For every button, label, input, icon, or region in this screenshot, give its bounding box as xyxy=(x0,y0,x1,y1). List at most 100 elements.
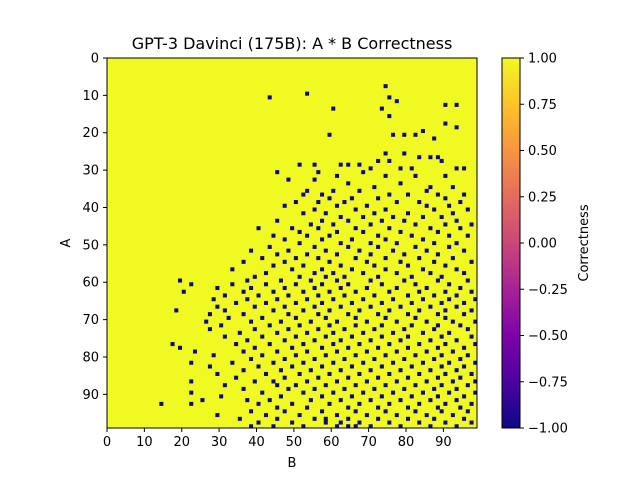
incorrect-cell xyxy=(331,106,336,111)
incorrect-cell xyxy=(435,155,440,160)
incorrect-cell xyxy=(349,334,354,339)
incorrect-cell xyxy=(215,413,220,418)
incorrect-cell xyxy=(383,267,388,272)
chart-title: GPT-3 Davinci (175B): A * B Correctness xyxy=(132,34,453,53)
incorrect-cell xyxy=(413,132,418,137)
incorrect-cell xyxy=(301,211,306,216)
incorrect-cell xyxy=(320,267,325,272)
incorrect-cell xyxy=(260,353,265,358)
incorrect-cell xyxy=(275,349,280,354)
incorrect-cell xyxy=(323,248,328,253)
incorrect-cell xyxy=(364,413,369,418)
incorrect-cell xyxy=(454,218,459,223)
incorrect-cell xyxy=(450,256,455,261)
incorrect-cell xyxy=(297,229,302,234)
incorrect-cell xyxy=(267,398,272,403)
y-axis-ticks: 0 10 20 30 40 50 60 70 80 90 xyxy=(82,52,107,403)
incorrect-cell xyxy=(413,383,418,388)
incorrect-cell xyxy=(320,300,325,305)
incorrect-cell xyxy=(402,327,407,332)
incorrect-cell xyxy=(439,158,444,163)
incorrect-cell xyxy=(473,297,478,302)
incorrect-cell xyxy=(394,271,399,276)
incorrect-cell xyxy=(443,102,448,107)
incorrect-cell xyxy=(458,200,463,205)
incorrect-cell xyxy=(428,271,433,276)
incorrect-cell xyxy=(450,319,455,324)
incorrect-cell xyxy=(447,233,452,238)
incorrect-cell xyxy=(267,95,272,100)
incorrect-cell xyxy=(234,375,239,380)
incorrect-cell xyxy=(376,375,381,380)
incorrect-cell xyxy=(346,312,351,317)
incorrect-cell xyxy=(424,188,429,193)
y-tick-label: 50 xyxy=(82,238,99,253)
incorrect-cell xyxy=(435,405,440,410)
incorrect-cell xyxy=(435,345,440,350)
incorrect-cell xyxy=(432,293,437,298)
incorrect-cell xyxy=(458,323,463,328)
incorrect-cell xyxy=(357,162,362,167)
incorrect-cell xyxy=(454,398,459,403)
incorrect-cell xyxy=(364,203,369,208)
incorrect-cell xyxy=(383,84,388,89)
incorrect-cell xyxy=(428,398,433,403)
incorrect-cell xyxy=(267,342,272,347)
incorrect-cell xyxy=(443,315,448,320)
incorrect-cell xyxy=(443,401,448,406)
incorrect-cell xyxy=(211,297,216,302)
incorrect-cell xyxy=(391,330,396,335)
incorrect-cell xyxy=(327,259,332,264)
incorrect-cell xyxy=(420,214,425,220)
incorrect-cell xyxy=(316,375,321,380)
incorrect-cell xyxy=(312,304,317,309)
incorrect-cell xyxy=(331,222,336,227)
incorrect-cell xyxy=(409,364,414,369)
incorrect-cell xyxy=(346,162,351,167)
incorrect-cell xyxy=(391,132,396,137)
incorrect-cell xyxy=(320,282,325,287)
incorrect-cell xyxy=(282,203,287,208)
incorrect-cell xyxy=(387,342,392,347)
incorrect-cell xyxy=(305,379,310,384)
incorrect-cell xyxy=(432,207,437,212)
incorrect-cell xyxy=(297,371,302,376)
incorrect-cell xyxy=(450,349,455,354)
colorbar-tick-label: 0.75 xyxy=(528,98,557,113)
incorrect-cell xyxy=(387,420,392,425)
incorrect-cell xyxy=(327,289,332,294)
incorrect-cell xyxy=(305,233,310,238)
x-tick-label: 60 xyxy=(323,435,340,450)
incorrect-cell xyxy=(462,364,467,369)
incorrect-cell xyxy=(379,300,384,305)
incorrect-cell xyxy=(387,289,392,294)
incorrect-cell xyxy=(391,214,396,220)
incorrect-cell xyxy=(391,360,396,365)
incorrect-cell xyxy=(353,424,358,429)
incorrect-cell xyxy=(372,386,377,391)
incorrect-cell xyxy=(338,338,343,343)
incorrect-cell xyxy=(275,330,280,335)
incorrect-cell xyxy=(249,319,254,324)
incorrect-cell xyxy=(245,338,250,343)
incorrect-cell xyxy=(364,285,369,291)
incorrect-cell xyxy=(353,353,358,358)
incorrect-cell xyxy=(469,259,474,264)
incorrect-cell xyxy=(342,293,347,298)
incorrect-cell xyxy=(447,330,452,335)
incorrect-cell xyxy=(387,95,392,100)
incorrect-cell xyxy=(282,375,287,380)
incorrect-cell xyxy=(376,274,381,279)
incorrect-cell xyxy=(439,353,444,358)
incorrect-cell xyxy=(312,244,317,249)
incorrect-cell xyxy=(275,252,280,257)
plot-frame xyxy=(106,57,478,429)
incorrect-cell xyxy=(379,106,384,111)
x-tick-label: 50 xyxy=(286,435,303,450)
x-tick-label: 10 xyxy=(136,435,153,450)
incorrect-cell xyxy=(447,203,452,208)
incorrect-cell xyxy=(334,349,340,354)
incorrect-cell xyxy=(447,390,452,395)
incorrect-cell xyxy=(275,218,280,223)
colorbar xyxy=(501,57,521,429)
